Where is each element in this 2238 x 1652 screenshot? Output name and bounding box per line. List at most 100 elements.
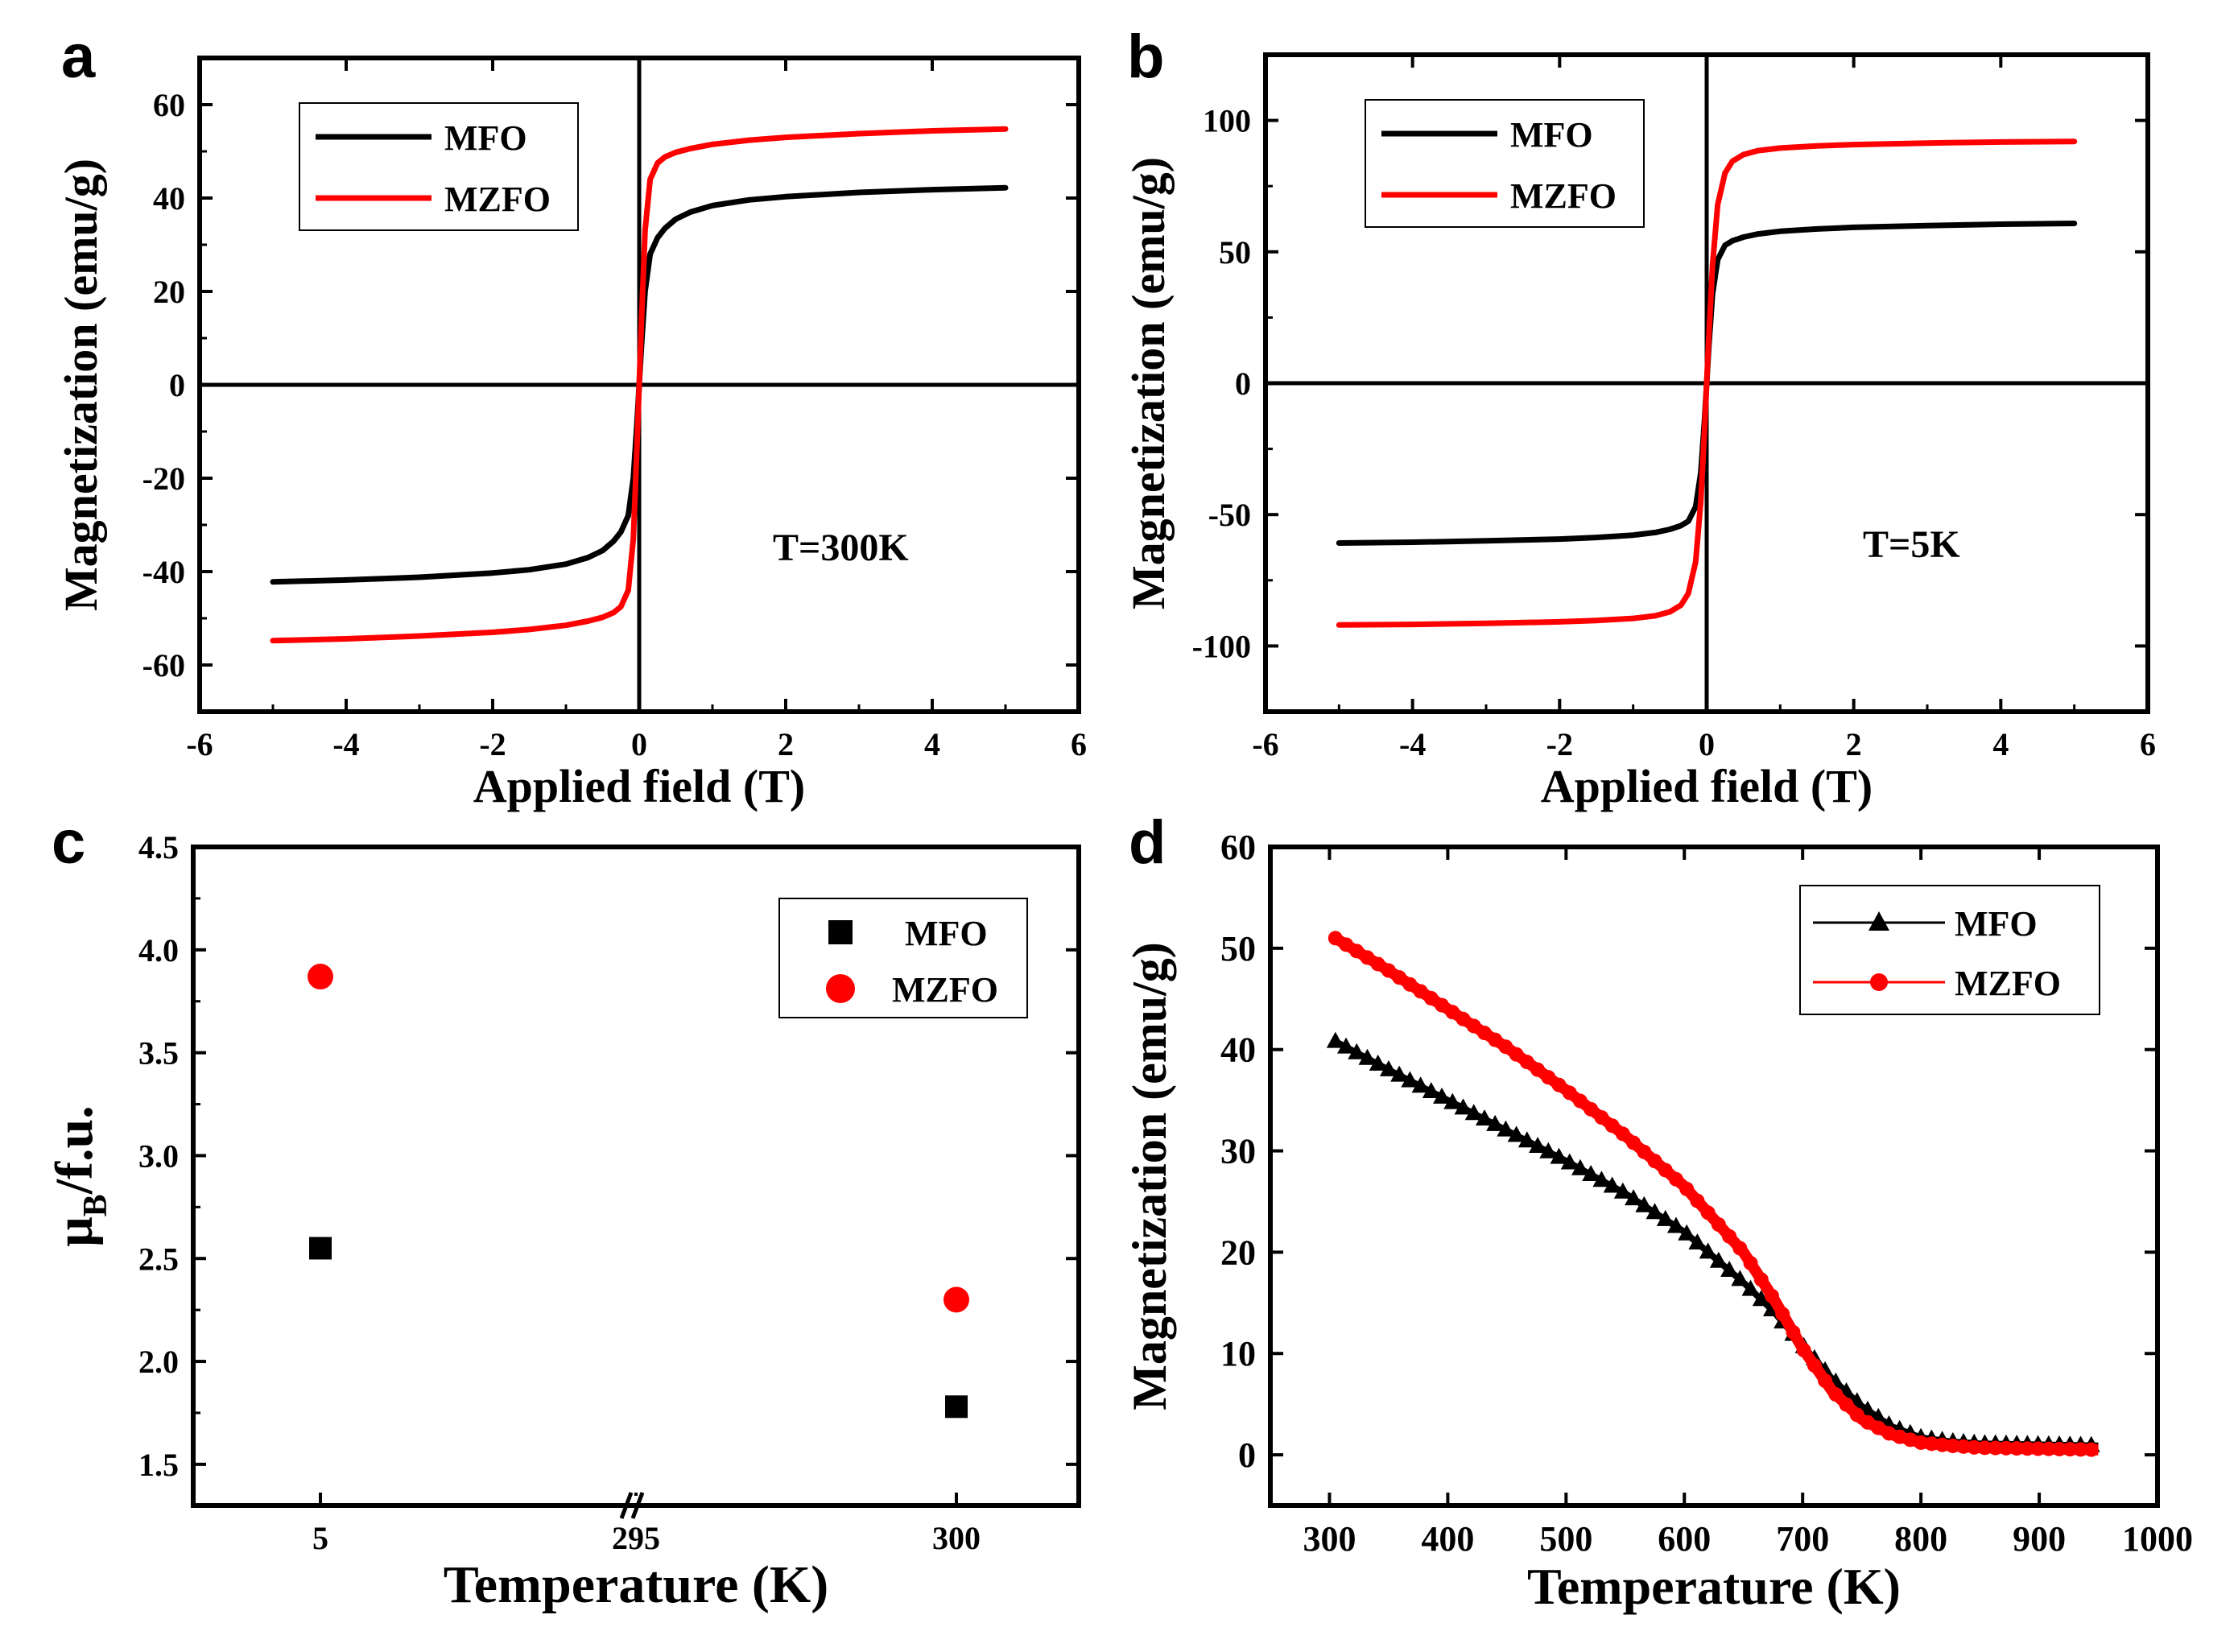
y-axis-label: Magnetization (emu/g) [1123, 942, 1176, 1410]
marker-mfo [1539, 1142, 1558, 1158]
y-tick-label: -20 [142, 460, 185, 497]
marker-mzfo [1732, 1241, 1748, 1256]
marker-mfo-5 [309, 1237, 332, 1260]
marker-mfo [1454, 1098, 1472, 1115]
y-axis-label-main: μ [45, 1216, 104, 1246]
marker-mzfo [2052, 1441, 2067, 1456]
x-tick-label: 4 [1992, 726, 2009, 762]
y-tick-label: 100 [1203, 103, 1251, 139]
marker-mfo [1752, 1290, 1770, 1307]
y-tick-label: 50 [1220, 929, 1256, 968]
y-tick-label: 0 [169, 367, 185, 403]
marker-mzfo [1775, 1307, 1790, 1322]
y-tick-label: 60 [153, 87, 185, 123]
marker-mfo [1379, 1059, 1398, 1076]
y-tick-label: 0 [1238, 1435, 1256, 1475]
y-tick-label: 3.5 [138, 1035, 179, 1072]
legend-marker-mzfo [1870, 973, 1888, 991]
x-tick-label: 1000 [2122, 1519, 2193, 1559]
marker-mzfo [1402, 977, 1418, 992]
y-tick-label: -40 [142, 554, 185, 590]
marker-mzfo [1871, 1420, 1886, 1435]
marker-mzfo [1445, 1005, 1460, 1020]
marker-mfo [1699, 1242, 1717, 1259]
marker-mzfo [1914, 1435, 1929, 1450]
marker-mzfo [1658, 1163, 1673, 1178]
legend-marker-mfo [1868, 911, 1889, 931]
legend-label-mfo: MFO [444, 118, 527, 158]
panel-letter-d: d [1129, 808, 1166, 877]
marker-mzfo [2009, 1441, 2025, 1456]
marker-mfo [1582, 1165, 1600, 1182]
marker-mzfo [1988, 1440, 2003, 1456]
marker-mzfo [1413, 984, 1428, 999]
panel-letter-a: a [61, 23, 96, 91]
marker-mzfo [1541, 1070, 1556, 1085]
x-tick-label: 2 [778, 726, 794, 762]
marker-mzfo-5 [308, 964, 333, 990]
marker-mfo-300 [945, 1395, 968, 1419]
legend-label-mfo: MFO [905, 914, 988, 953]
marker-mfo [1464, 1104, 1483, 1121]
marker-mzfo [1572, 1093, 1588, 1109]
marker-mfo [1592, 1171, 1611, 1187]
y-tick-label: 4.5 [138, 829, 179, 865]
marker-mzfo [1860, 1415, 1876, 1430]
y-axis-label-rest: /f.u. [45, 1105, 104, 1195]
marker-mzfo [1743, 1255, 1758, 1270]
legend-label-mfo: MFO [1955, 904, 2038, 944]
marker-mzfo [1753, 1272, 1769, 1287]
marker-mzfo [1764, 1288, 1779, 1303]
y-tick-label: 1.5 [138, 1447, 179, 1483]
y-tick-label: 40 [153, 180, 185, 217]
marker-mzfo [1456, 1011, 1471, 1026]
marker-mfo [1443, 1092, 1462, 1109]
x-tick-label: 600 [1658, 1519, 1711, 1559]
marker-mfo [1401, 1071, 1419, 1088]
legend-box [1365, 99, 1645, 228]
marker-mzfo [1690, 1193, 1705, 1208]
marker-mfo [1497, 1120, 1515, 1137]
marker-mzfo [1381, 963, 1396, 978]
marker-mzfo [1584, 1101, 1599, 1117]
panel-a: a-6 -4 -2 0 2 4 6-60-40-200204060MFOMZFOT=300K… [55, 23, 1087, 812]
marker-mfo [1529, 1137, 1547, 1154]
series-line-mzfo [1336, 138, 2078, 628]
y-tick-label: 3.0 [138, 1138, 179, 1174]
y-tick-label: 60 [1220, 828, 1256, 867]
y-tick-label: 20 [1220, 1233, 1256, 1272]
marker-mfo [1517, 1131, 1536, 1148]
legend-box [778, 898, 1028, 1018]
marker-mzfo [1328, 931, 1343, 946]
x-tick-label: 300 [932, 1520, 981, 1556]
marker-mfo [1348, 1043, 1366, 1059]
x-tick-label: 0 [1699, 726, 1715, 762]
legend-marker-mfo [828, 920, 853, 944]
marker-mzfo [1435, 997, 1450, 1013]
y-tick-label: 20 [153, 274, 185, 310]
x-tick-label: 500 [1539, 1519, 1592, 1559]
marker-mfo [1560, 1153, 1579, 1170]
marker-mzfo [1488, 1032, 1503, 1047]
marker-mzfo [1476, 1026, 1492, 1041]
x-tick-label: 6 [1071, 726, 1087, 762]
marker-mzfo [2073, 1442, 2088, 1457]
x-tick-label: 700 [1776, 1519, 1829, 1559]
marker-mzfo [1530, 1062, 1546, 1077]
marker-mfo [1625, 1189, 1643, 1206]
x-tick-label: 5 [312, 1520, 328, 1556]
panel-d: d 300 400 500 600 700 800 900 1000 0 10 20 30 40 50 60 M… [1123, 808, 2193, 1615]
marker-mzfo [1828, 1387, 1844, 1402]
x-tick-label: -6 [1252, 726, 1278, 762]
marker-mfo [1720, 1261, 1739, 1278]
marker-mzfo [1796, 1343, 1811, 1358]
temperature-annotation: T=300K [773, 527, 909, 569]
marker-mzfo [1935, 1437, 1950, 1452]
x-tick-label: 4 [924, 726, 940, 762]
marker-mfo [1550, 1147, 1568, 1164]
marker-mzfo [2030, 1441, 2046, 1456]
marker-mzfo [1998, 1440, 2013, 1456]
plot-frame [1263, 52, 2150, 714]
series-line-mzfo [270, 126, 1009, 644]
